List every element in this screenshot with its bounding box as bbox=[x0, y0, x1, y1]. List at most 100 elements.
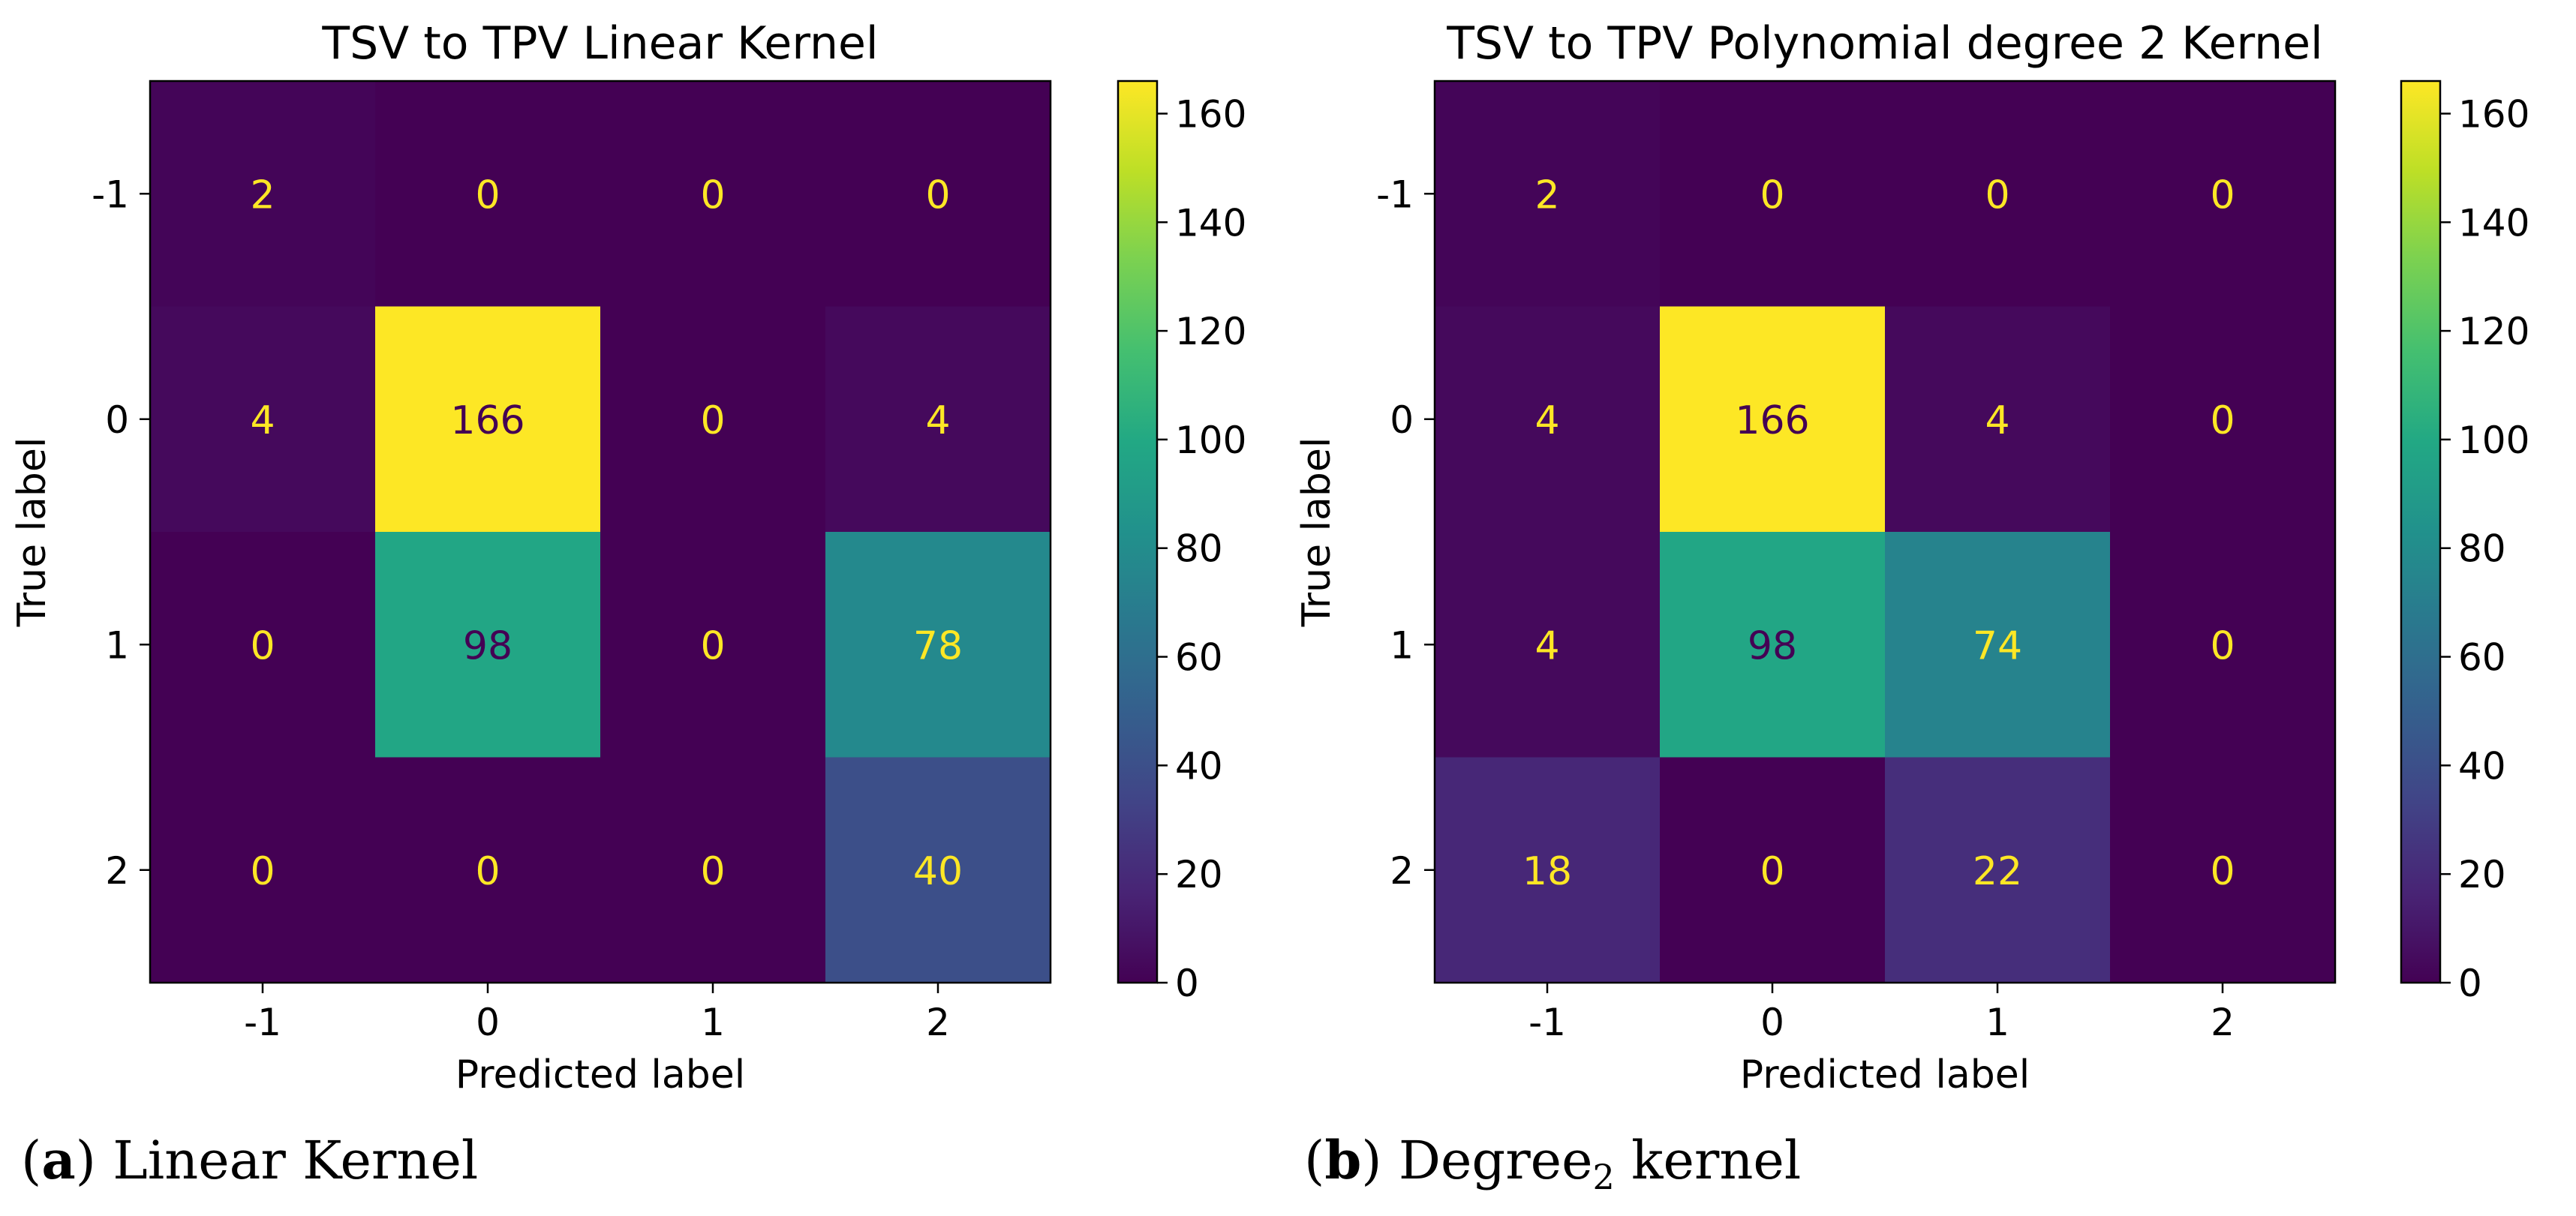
chart0-colorbar-tick-label-2: 40 bbox=[1175, 744, 1223, 788]
chart1-colorbar-tick-label-4: 80 bbox=[2458, 527, 2506, 571]
chart0-x-axis-label: Predicted label bbox=[455, 1052, 745, 1097]
chart1-axes-frame bbox=[1433, 80, 2337, 984]
chart0-x-tick-label-2: 1 bbox=[701, 1001, 725, 1044]
chart0-cell-label-r1-c1: 166 bbox=[450, 398, 525, 443]
chart0-cell-r0-c1 bbox=[375, 81, 601, 307]
chart1-cell-label-r0-c1: 0 bbox=[1760, 173, 1784, 218]
chart0-cell-r2-c3 bbox=[825, 532, 1051, 758]
caption-b-text: Degree bbox=[1381, 1130, 1593, 1191]
chart1-cell-r0-c2 bbox=[1885, 81, 2111, 307]
chart0-colorbar-tick-label-0: 0 bbox=[1175, 962, 1199, 1005]
chart1-x-tick-label-2: 1 bbox=[1985, 1001, 2009, 1044]
chart0-cell-label-r3-c1: 0 bbox=[475, 849, 500, 894]
caption-b: (b) Degree2 kernel bbox=[1304, 1129, 1802, 1197]
chart0-cell-label-r3-c0: 0 bbox=[250, 849, 275, 894]
chart1-cell-r0-c1 bbox=[1660, 81, 1886, 307]
chart1-colorbar-tick-label-8: 160 bbox=[2458, 92, 2529, 136]
chart0-x-tick-label-1: 0 bbox=[476, 1001, 500, 1044]
chart0-cell-label-r3-c2: 0 bbox=[700, 849, 725, 894]
chart0-cell-label-r0-c1: 0 bbox=[475, 173, 500, 218]
chart1-cell-label-r2-c1: 98 bbox=[1748, 623, 1797, 668]
chart0-cell-r2-c2 bbox=[600, 532, 826, 758]
chart1-colorbar-tick-label-5: 100 bbox=[2458, 419, 2529, 462]
chart1-cell-label-r0-c2: 0 bbox=[1985, 173, 2009, 218]
chart1-cell-r1-c3 bbox=[2110, 306, 2336, 533]
chart0-cell-label-r0-c3: 0 bbox=[925, 173, 950, 218]
chart0-colorbar-tick-label-1: 20 bbox=[1175, 853, 1223, 896]
chart1-y-tick-label-0: -1 bbox=[1376, 173, 1414, 216]
chart0-colorbar-tick-label-7: 140 bbox=[1175, 201, 1246, 245]
chart0-cell-label-r0-c2: 0 bbox=[700, 173, 725, 218]
chart1-cell-r1-c0 bbox=[1435, 306, 1661, 533]
chart0-cell-r1-c3 bbox=[825, 306, 1051, 533]
chart0-cell-label-r2-c2: 0 bbox=[700, 623, 725, 668]
chart0-cell-label-r1-c0: 4 bbox=[250, 398, 275, 443]
chart1-cell-r1-c1 bbox=[1660, 306, 1886, 533]
chart0-cell-r3-c0 bbox=[150, 757, 376, 983]
chart1-cell-r0-c0 bbox=[1435, 81, 1661, 307]
chart1-y-tick-label-3: 2 bbox=[1390, 849, 1414, 893]
chart1-y-tick-label-1: 0 bbox=[1390, 398, 1414, 442]
chart0-cell-r1-c0 bbox=[150, 306, 376, 533]
chart0-cell-label-r3-c3: 40 bbox=[913, 849, 963, 894]
chart0-cell-r0-c0 bbox=[150, 81, 376, 307]
chart0-colorbar-tick-label-5: 100 bbox=[1175, 419, 1246, 462]
chart1-colorbar-tick-label-0: 0 bbox=[2458, 962, 2482, 1005]
chart1-x-tick-label-3: 2 bbox=[2211, 1001, 2235, 1044]
chart0-colorbar-tick-label-4: 80 bbox=[1175, 527, 1223, 571]
chart0-x-tick-label-3: 2 bbox=[926, 1001, 950, 1044]
chart0-colorbar-tick-label-3: 60 bbox=[1175, 636, 1223, 680]
chart1-cell-r3-c2 bbox=[1885, 757, 2111, 983]
caption-b-subscript: 2 bbox=[1592, 1157, 1615, 1197]
chart1-x-axis-label: Predicted label bbox=[1740, 1052, 2030, 1097]
chart0-cell-r1-c1 bbox=[375, 306, 601, 533]
chart1-cell-r2-c2 bbox=[1885, 532, 2111, 758]
chart1-cell-label-r2-c0: 4 bbox=[1534, 623, 1559, 668]
chart0-axes-frame bbox=[149, 80, 1052, 984]
caption-a-letter: a bbox=[41, 1129, 76, 1191]
chart1-cell-label-r1-c0: 4 bbox=[1534, 398, 1559, 443]
chart0-y-tick-label-2: 1 bbox=[105, 623, 129, 667]
chart1-y-axis-label: True label bbox=[1294, 437, 1339, 628]
chart0-colorbar-tick-label-6: 120 bbox=[1175, 310, 1246, 353]
chart0-colorbar-tick-label-8: 160 bbox=[1175, 92, 1246, 136]
chart1-cell-r3-c1 bbox=[1660, 757, 1886, 983]
chart1-cell-label-r3-c0: 18 bbox=[1522, 849, 1572, 894]
chart1-cell-r3-c3 bbox=[2110, 757, 2336, 983]
chart1-cell-label-r0-c3: 0 bbox=[2210, 173, 2235, 218]
chart0-cell-label-r0-c0: 2 bbox=[250, 173, 275, 218]
caption-a: (a) Linear Kernel bbox=[21, 1129, 479, 1191]
chart0-cell-r2-c1 bbox=[375, 532, 601, 758]
chart1-cell-label-r2-c2: 74 bbox=[1973, 623, 2022, 668]
chart0-colorbar bbox=[1117, 80, 1159, 984]
chart1-x-tick-label-1: 0 bbox=[1760, 1001, 1784, 1044]
chart0-cell-r2-c0 bbox=[150, 532, 376, 758]
chart1-cell-r2-c3 bbox=[2110, 532, 2336, 758]
chart1-cell-r2-c0 bbox=[1435, 532, 1661, 758]
chart1-cell-label-r1-c1: 166 bbox=[1735, 398, 1809, 443]
chart1-cell-label-r0-c0: 2 bbox=[1534, 173, 1559, 218]
chart0-y-tick-label-0: -1 bbox=[92, 173, 129, 216]
chart1-cell-r2-c1 bbox=[1660, 532, 1886, 758]
chart1-colorbar-tick-label-1: 20 bbox=[2458, 853, 2506, 896]
chart0-cell-r3-c1 bbox=[375, 757, 601, 983]
chart1-colorbar-tick-label-6: 120 bbox=[2458, 310, 2529, 353]
caption-a-text: Linear Kernel bbox=[95, 1130, 479, 1191]
chart0-cell-label-r2-c1: 98 bbox=[463, 623, 512, 668]
chart1-cell-r3-c0 bbox=[1435, 757, 1661, 983]
chart0-title: TSV to TPV Linear Kernel bbox=[321, 17, 878, 70]
chart0-y-tick-label-3: 2 bbox=[105, 849, 129, 893]
chart1-cell-label-r1-c3: 0 bbox=[2210, 398, 2235, 443]
chart0-cell-r3-c3 bbox=[825, 757, 1051, 983]
chart1-cell-label-r1-c2: 4 bbox=[1985, 398, 2009, 443]
chart1-cell-label-r3-c2: 22 bbox=[1973, 849, 2022, 894]
chart0-cell-label-r1-c2: 0 bbox=[700, 398, 725, 443]
chart1-x-tick-label-0: -1 bbox=[1528, 1001, 1566, 1044]
chart0-x-tick-label-0: -1 bbox=[244, 1001, 281, 1044]
chart1-cell-label-r2-c3: 0 bbox=[2210, 623, 2235, 668]
chart0-y-axis-label: True label bbox=[10, 437, 55, 628]
caption-b-suffix: kernel bbox=[1614, 1130, 1802, 1191]
chart1-colorbar bbox=[2400, 80, 2442, 984]
chart1-y-tick-label-2: 1 bbox=[1390, 623, 1414, 667]
